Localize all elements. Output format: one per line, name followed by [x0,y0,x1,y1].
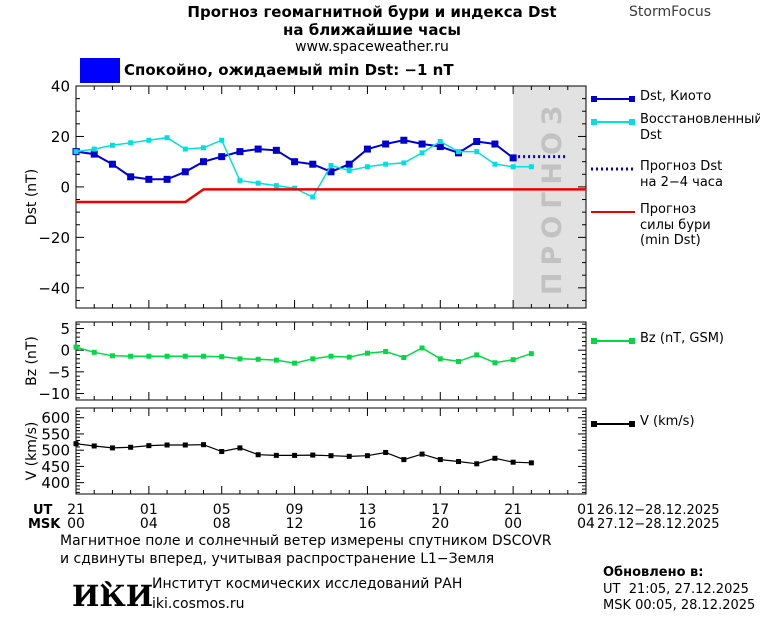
forecast-region-label: ПРОГНОЗ [537,99,568,295]
y-tick-label: 500 [41,442,70,460]
site-url: www.spaceweather.ru [295,39,449,55]
msk-tick-label: 00 [67,516,85,532]
legend-label: Dst, Киото [640,89,712,104]
y-tick-label: 20 [51,128,70,146]
legend-swatch-dst-forecast [590,160,636,190]
updated-at-label: Обновлено в: [603,565,704,580]
bz-legend: Bz (nT, GSM) [590,331,724,351]
y-tick-label: −40 [38,279,70,297]
y-tick-label: 550 [41,425,70,443]
legend-item-dst-kyoto: Dst, Киото [590,89,711,109]
legend-label: V (km/s) [640,414,695,429]
y-axis-title: Dst (nT) [24,169,40,225]
y-tick-label: 400 [41,474,70,492]
legend-item-storm-min: Прогноз силы бури (min Dst) [590,202,711,249]
legend-swatch-bz [590,332,636,351]
ut-date-range: 26.12−28.12.2025 [597,503,720,518]
data-source-note-line2: и сдвинуты вперед, учитывая распростране… [60,551,495,567]
series-storm-min-forecast [76,188,586,204]
y-axis-title: Bz (nT) [24,336,40,386]
ut-tick-label: 21 [67,502,85,518]
msk-tick-label: 08 [212,516,231,532]
brand-label: StormFocus [629,4,712,20]
legend-swatch-v [590,415,636,434]
y-axis-title: V (km/s) [24,422,40,481]
ut-tick-label: 05 [212,502,231,518]
legend-item-dst-forecast: Прогноз Dst на 2−4 часа [590,159,723,190]
ut-tick-label: 09 [285,502,304,518]
storm-level-swatch [80,58,120,83]
updated-at-msk: MSK 00:05, 28.12.2025 [603,598,756,613]
msk-tick-label: 20 [431,516,450,532]
y-tick-label: 0 [60,342,70,360]
series-bz-gsm [75,346,532,364]
ut-tick-label: 01 [577,502,595,518]
forecast-region [513,86,586,308]
legend-label: Bz (nT, GSM) [640,331,725,346]
page-title-line2: на ближайшие часы [283,21,461,39]
msk-tick-label: 04 [139,516,158,532]
y-tick-label: 600 [41,409,70,427]
legend-swatch-dst-kyoto [590,90,636,109]
iki-logo: ИКИ [72,581,153,611]
series-dst-reconstructed [75,136,532,198]
y-tick-label: 40 [51,78,70,96]
ut-tick-label: 17 [431,502,450,518]
iki-logo-dot-icon [102,581,111,590]
storm-status-text: Спокойно, ожидаемый min Dst: −1 nT [124,61,454,79]
legend-label: Восстановленный Dst [640,112,760,143]
msk-date-range: 27.12−28.12.2025 [597,517,720,532]
iki-logo-text: ИКИ [72,579,154,613]
legend-swatch-dst-reconstructed [590,113,636,143]
msk-axis-label: MSK [28,517,61,532]
y-tick-label: 0 [60,178,70,196]
legend-item-dst-reconstructed: Восстановленный Dst [590,112,760,143]
y-tick-label: −10 [38,385,70,403]
legend-label: Прогноз Dst на 2−4 часа [640,159,723,190]
legend-label: Прогноз силы бури (min Dst) [640,202,711,248]
msk-tick-label: 00 [504,516,523,532]
data-source-note-line1: Магнитное поле и солнечный ветер измерен… [60,533,552,549]
msk-tick-label: 16 [358,516,377,532]
updated-at-ut: UT 21:05, 27.12.2025 [603,582,749,597]
panel-border [75,407,587,495]
ut-axis-label: UT [33,503,53,518]
organization-site: iki.cosmos.ru [152,596,245,612]
y-tick-label: −5 [48,363,70,381]
ut-tick-label: 01 [139,502,158,518]
series-solar-wind-speed [75,443,532,465]
y-tick-label: 5 [60,320,70,338]
y-tick-label: −20 [38,229,70,247]
ut-tick-label: 13 [358,502,377,518]
page-title: Прогноз геомагнитной бури и индекса Dst [187,3,557,21]
msk-tick-label: 12 [285,516,304,532]
panel-border [75,85,587,309]
organization-name: Институт космических исследований РАН [152,576,463,592]
msk-tick-label: 04 [577,516,595,532]
ut-tick-label: 21 [504,502,523,518]
panel-dst: ПРОГНОЗ 40 20 0 −20 −40 Dst (nT) [24,78,587,309]
y-tick-label: 450 [41,458,70,476]
legend-swatch-storm-min [590,203,636,249]
v-legend: V (km/s) [590,414,695,434]
